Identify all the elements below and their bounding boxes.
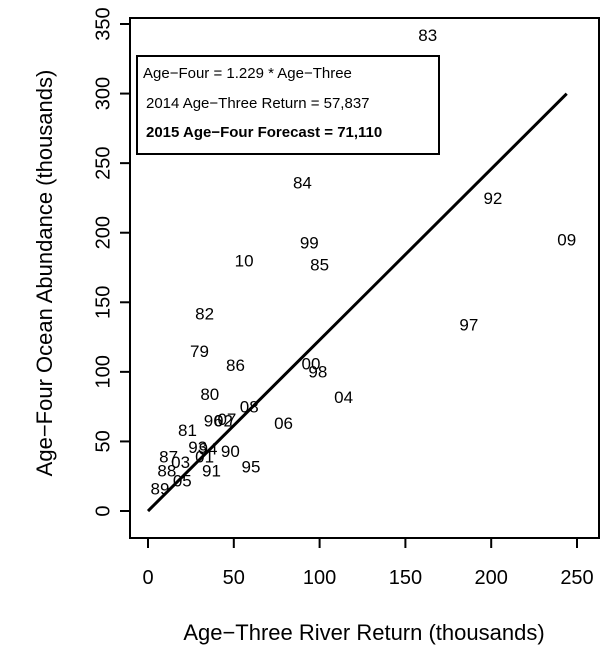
point-label-94: 94 (199, 439, 218, 458)
legend-return: 2014 Age−Three Return = 57,837 (146, 95, 370, 112)
point-label-09: 09 (557, 231, 576, 250)
point-label-80: 80 (200, 385, 219, 404)
point-label-96: 96 (204, 411, 223, 430)
point-label-04: 04 (334, 388, 353, 407)
x-tick-label: 250 (560, 567, 593, 589)
point-label-99: 99 (300, 233, 319, 252)
point-label-92: 92 (483, 189, 502, 208)
legend-forecast: 2015 Age−Four Forecast = 71,110 (146, 124, 382, 141)
point-label-03: 03 (171, 453, 190, 472)
point-label-86: 86 (226, 356, 245, 375)
point-label-82: 82 (195, 304, 214, 323)
point-label-91: 91 (202, 462, 221, 481)
legend-border (136, 55, 440, 155)
y-tick-label: 200 (92, 216, 114, 249)
point-label-01: 01 (195, 448, 214, 467)
y-tick-label: 250 (92, 146, 114, 179)
point-label-83: 83 (418, 26, 437, 45)
point-label-00: 00 (302, 354, 321, 373)
point-label-06: 06 (274, 414, 293, 433)
plot-frame (129, 17, 600, 539)
point-label-10: 10 (235, 251, 254, 270)
legend-equation: Age−Four = 1.229 * Age−Three (143, 65, 352, 82)
y-tick-label: 50 (92, 430, 114, 452)
y-tick-label: 0 (92, 505, 114, 516)
point-label-85: 85 (310, 256, 329, 275)
point-label-87: 87 (159, 448, 178, 467)
point-label-95: 95 (241, 457, 260, 476)
point-label-97: 97 (459, 315, 478, 334)
y-axis-ticks: 0 50 100 150 200 250 300 350 (92, 7, 130, 517)
y-tick-label: 150 (92, 286, 114, 319)
y-tick-label: 350 (92, 7, 114, 40)
y-tick-label: 100 (92, 355, 114, 388)
legend-box: Age−Four = 1.229 * Age−Three 2014 Age−Th… (136, 55, 440, 155)
x-tick-label: 200 (475, 567, 508, 589)
point-label-98: 98 (308, 363, 327, 382)
x-axis-title: Age−Three River Return (thousands) (183, 620, 544, 645)
point-label-05: 05 (173, 471, 192, 490)
y-axis-title: Age−Four Ocean Abundance (thousands) (32, 70, 57, 477)
point-label-89: 89 (151, 480, 170, 499)
y-tick-label: 300 (92, 77, 114, 110)
x-tick-label: 50 (223, 567, 245, 589)
x-tick-label: 100 (303, 567, 336, 589)
point-label-79: 79 (190, 342, 209, 361)
point-label-02: 02 (214, 411, 233, 430)
point-label-81: 81 (178, 421, 197, 440)
regression-line (146, 92, 568, 513)
x-axis-ticks: 0 50 100 150 200 250 (142, 538, 594, 589)
point-label-08: 08 (240, 398, 259, 417)
point-label-84: 84 (293, 173, 312, 192)
point-label-93: 93 (188, 438, 207, 457)
point-label-07: 07 (217, 410, 236, 429)
x-tick-label: 0 (142, 567, 153, 589)
x-tick-label: 150 (389, 567, 422, 589)
point-label-90: 90 (221, 442, 240, 461)
point-label-88: 88 (157, 462, 176, 481)
